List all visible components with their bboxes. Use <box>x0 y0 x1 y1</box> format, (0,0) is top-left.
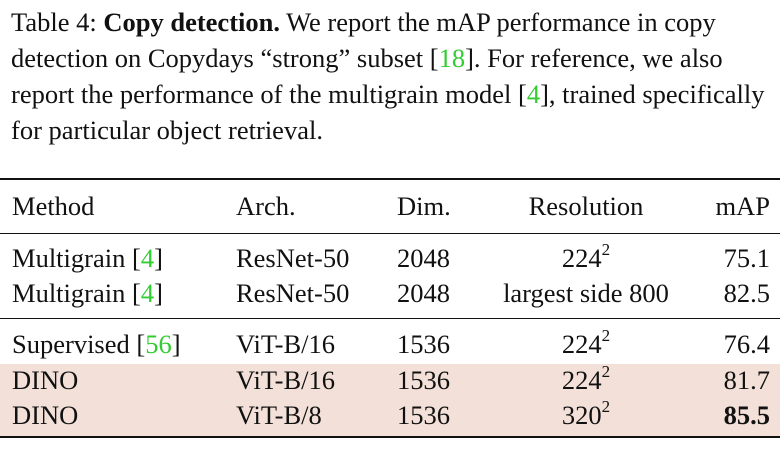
table-caption: Table 4: Copy detection. We report the m… <box>11 4 773 148</box>
cell-arch: ViT-B/16 <box>236 329 336 359</box>
cell-method: DINO <box>12 400 79 430</box>
cell-resolution: 2242 <box>468 327 704 361</box>
cell-method: Supervised [56] <box>12 329 181 359</box>
resolution-base: 224 <box>561 365 602 395</box>
resolution-exponent: 2 <box>601 240 611 260</box>
cell-arch: ViT-B/8 <box>236 400 322 430</box>
cell-dim: 2048 <box>397 243 450 273</box>
cell-map: 81.7 <box>723 365 770 395</box>
table-row: Multigrain [4] ResNet-50 2048 largest si… <box>0 276 780 310</box>
resolution-exponent: 2 <box>601 362 611 382</box>
cell-method: DINO <box>12 365 79 395</box>
cell-method: Multigrain [4] <box>12 243 163 273</box>
caption-text-1: We report the mAP performance in copy de… <box>11 7 716 73</box>
group-rule <box>0 318 780 319</box>
resolution-exponent: 2 <box>601 397 611 417</box>
cell-resolution: 2242 <box>468 241 704 275</box>
table-top-rule <box>0 178 780 180</box>
caption-label: Table 4: <box>11 7 97 37</box>
table-row: DINO ViT-B/16 1536 2242 81.7 <box>0 363 780 397</box>
cell-resolution: largest side 800 <box>503 278 669 308</box>
cell-method: Multigrain [4] <box>12 278 163 308</box>
table-bottom-rule <box>0 436 780 438</box>
method-name: Supervised <box>12 329 130 359</box>
table-row: DINO ViT-B/8 1536 3202 85.5 <box>0 398 780 432</box>
header-method: Method <box>12 191 95 221</box>
cell-dim: 2048 <box>397 278 450 308</box>
resolution-base: 224 <box>561 243 602 273</box>
header-resolution: Resolution <box>528 191 644 221</box>
table-row: Supervised [56] ViT-B/16 1536 2242 76.4 <box>0 327 780 361</box>
cell-map: 75.1 <box>723 243 770 273</box>
caption-text-3: ], trained specifically for particular o… <box>11 79 765 145</box>
cell-resolution: 2242 <box>468 363 704 397</box>
caption-text-2: ]. For reference, we also report the per… <box>11 43 723 109</box>
method-citation[interactable]: 4 <box>140 243 155 273</box>
cell-arch: ViT-B/16 <box>236 365 336 395</box>
resolution-base: 320 <box>561 400 602 430</box>
method-citation[interactable]: 56 <box>145 329 172 359</box>
cell-dim: 1536 <box>397 329 450 359</box>
dino-highlight-band <box>0 364 780 436</box>
header-map: mAP <box>715 191 771 221</box>
cell-map: 82.5 <box>723 278 770 308</box>
method-citation[interactable]: 4 <box>140 278 155 308</box>
method-name: Multigrain <box>12 243 126 273</box>
cell-dim: 1536 <box>397 365 450 395</box>
header-dim: Dim. <box>397 191 451 221</box>
cell-arch: ResNet-50 <box>236 278 350 308</box>
cell-map: 76.4 <box>723 329 770 359</box>
cell-dim: 1536 <box>397 400 450 430</box>
table-header-row: Method Arch. Dim. Resolution mAP <box>0 189 780 223</box>
cell-resolution: 3202 <box>468 398 704 432</box>
header-arch: Arch. <box>236 191 296 221</box>
cell-map-best: 85.5 <box>723 400 770 430</box>
caption-title: Copy detection. <box>103 7 280 37</box>
cell-arch: ResNet-50 <box>236 243 350 273</box>
method-name: Multigrain <box>12 278 126 308</box>
table-row: Multigrain [4] ResNet-50 2048 2242 75.1 <box>0 241 780 275</box>
header-rule <box>0 233 780 234</box>
resolution-exponent: 2 <box>601 326 611 346</box>
caption-citation-1[interactable]: 18 <box>438 43 466 73</box>
resolution-base: 224 <box>561 329 602 359</box>
caption-citation-2[interactable]: 4 <box>526 79 541 109</box>
